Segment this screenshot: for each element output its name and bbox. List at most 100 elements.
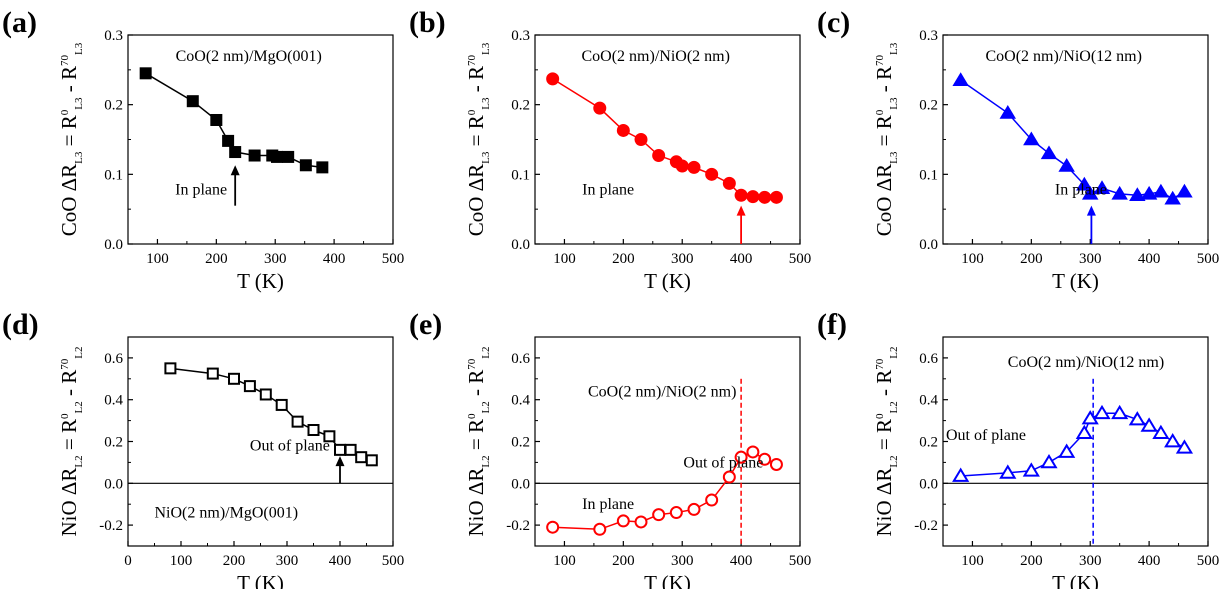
plot-frame <box>534 34 801 245</box>
data-point <box>1152 183 1170 198</box>
annotation: In plane <box>582 182 634 199</box>
x-tick-label: 200 <box>1020 251 1043 267</box>
annotation: CoO(2 nm)/NiO(2 nm) <box>582 48 730 65</box>
data-point <box>259 388 272 401</box>
y-tick-label: 0.0 <box>919 237 938 253</box>
x-tick-label: 400 <box>323 251 346 267</box>
data-point <box>705 167 719 181</box>
annotation: In plane <box>1055 182 1107 199</box>
arrow-head <box>736 205 746 216</box>
x-axis-title: T (K) <box>644 269 691 293</box>
data-point <box>139 67 152 80</box>
y-tick-label: 0.1 <box>104 167 123 183</box>
x-tick-label: 100 <box>170 553 193 569</box>
x-tick-label: 300 <box>671 251 694 267</box>
data-point <box>299 159 312 172</box>
annotation: CoO(2 nm)/MgO(001) <box>176 48 322 65</box>
x-tick-label: 100 <box>146 251 169 267</box>
annotation: Out of plane <box>683 454 763 471</box>
panel-letter: (a) <box>2 6 37 39</box>
data-point <box>1058 443 1076 458</box>
x-tick-label: 100 <box>553 553 576 569</box>
x-tick-label: 400 <box>730 251 753 267</box>
data-point <box>307 424 320 437</box>
x-tick-label: 500 <box>1197 251 1220 267</box>
data-point <box>164 362 177 375</box>
data-point <box>222 134 235 147</box>
x-axis-title: T (K) <box>237 269 284 293</box>
data-point <box>675 159 689 173</box>
x-tick-label: 300 <box>276 553 299 569</box>
data-point <box>999 464 1017 479</box>
panel-letter: (b) <box>409 6 446 39</box>
x-tick-label: 300 <box>671 553 694 569</box>
annotation: CoO(2 nm)/NiO(2 nm) <box>588 383 736 400</box>
y-tick-label: 0.0 <box>104 237 123 253</box>
data-point <box>1040 145 1058 160</box>
data-point <box>669 506 683 520</box>
data-point <box>229 146 242 159</box>
data-point <box>1076 176 1093 191</box>
panel-d: 0 100 200 300 400 500 -0.2 0.0 0.2 0.4 0.6 T (K) NiO… <box>2 308 404 589</box>
data-point <box>344 443 357 456</box>
data-point <box>316 161 329 174</box>
data-point <box>282 150 295 163</box>
data-point <box>546 520 560 534</box>
data-point <box>365 454 378 467</box>
data-point <box>1023 131 1040 146</box>
x-tick-label: 0 <box>124 553 132 569</box>
plot-frame <box>942 34 1209 245</box>
data-point <box>228 372 240 385</box>
x-tick-label: 500 <box>789 553 812 569</box>
data-point <box>1111 404 1129 420</box>
y-tick-label: 0.3 <box>511 28 530 44</box>
x-tick-label: 200 <box>612 553 635 569</box>
data-point <box>1075 424 1093 440</box>
data-point <box>1140 185 1158 200</box>
x-axis-title: T (K) <box>644 571 691 589</box>
x-tick-label: 100 <box>961 553 984 569</box>
data-point <box>1128 411 1146 426</box>
y-tick-label: 0.4 <box>511 393 530 409</box>
y-tick-label: 0.6 <box>104 351 123 367</box>
x-tick-label: 400 <box>730 553 753 569</box>
y-tick-label: 0.0 <box>511 237 530 253</box>
panel-e: 100 200 300 400 500 -0.2 0.0 0.2 0.4 0.6 T (K) NiO … <box>409 308 811 589</box>
arrow-head <box>1086 205 1096 216</box>
data-point <box>999 105 1017 119</box>
panel-letter: (c) <box>817 6 850 39</box>
data-point <box>1176 183 1193 198</box>
data-point <box>687 502 701 516</box>
data-point <box>734 188 748 202</box>
y-tick-label: -0.2 <box>914 518 938 534</box>
data-point <box>687 160 701 174</box>
y-tick-label: 0.2 <box>104 98 123 114</box>
panel-letter: (e) <box>409 308 442 341</box>
x-tick-label: 100 <box>553 251 576 267</box>
y-tick-label: 0.1 <box>511 167 530 183</box>
y-tick-label: 0.2 <box>919 98 938 114</box>
x-tick-label: 200 <box>223 553 246 569</box>
data-point <box>1140 417 1158 432</box>
y-tick-label: 0.4 <box>919 393 938 409</box>
data-point <box>334 443 346 456</box>
data-point <box>705 493 719 507</box>
data-point <box>1129 187 1146 201</box>
x-tick-label: 300 <box>1079 553 1102 569</box>
x-tick-label: 500 <box>382 553 405 569</box>
x-tick-label: 400 <box>1138 553 1161 569</box>
data-point <box>186 95 199 108</box>
data-point <box>1093 180 1111 195</box>
y-tick-label: 0.2 <box>919 435 938 451</box>
y-tick-label: 0.0 <box>104 476 123 492</box>
y-tick-label: 0.0 <box>511 476 530 492</box>
y-tick-label: 0.4 <box>104 393 123 409</box>
data-point <box>593 522 607 536</box>
data-point <box>758 452 772 466</box>
panel-letter: (d) <box>2 308 39 341</box>
y-tick-label: 0.3 <box>919 28 938 44</box>
y-tick-label: 0.2 <box>511 435 530 451</box>
data-point <box>769 190 783 204</box>
annotation: In plane <box>175 182 227 199</box>
